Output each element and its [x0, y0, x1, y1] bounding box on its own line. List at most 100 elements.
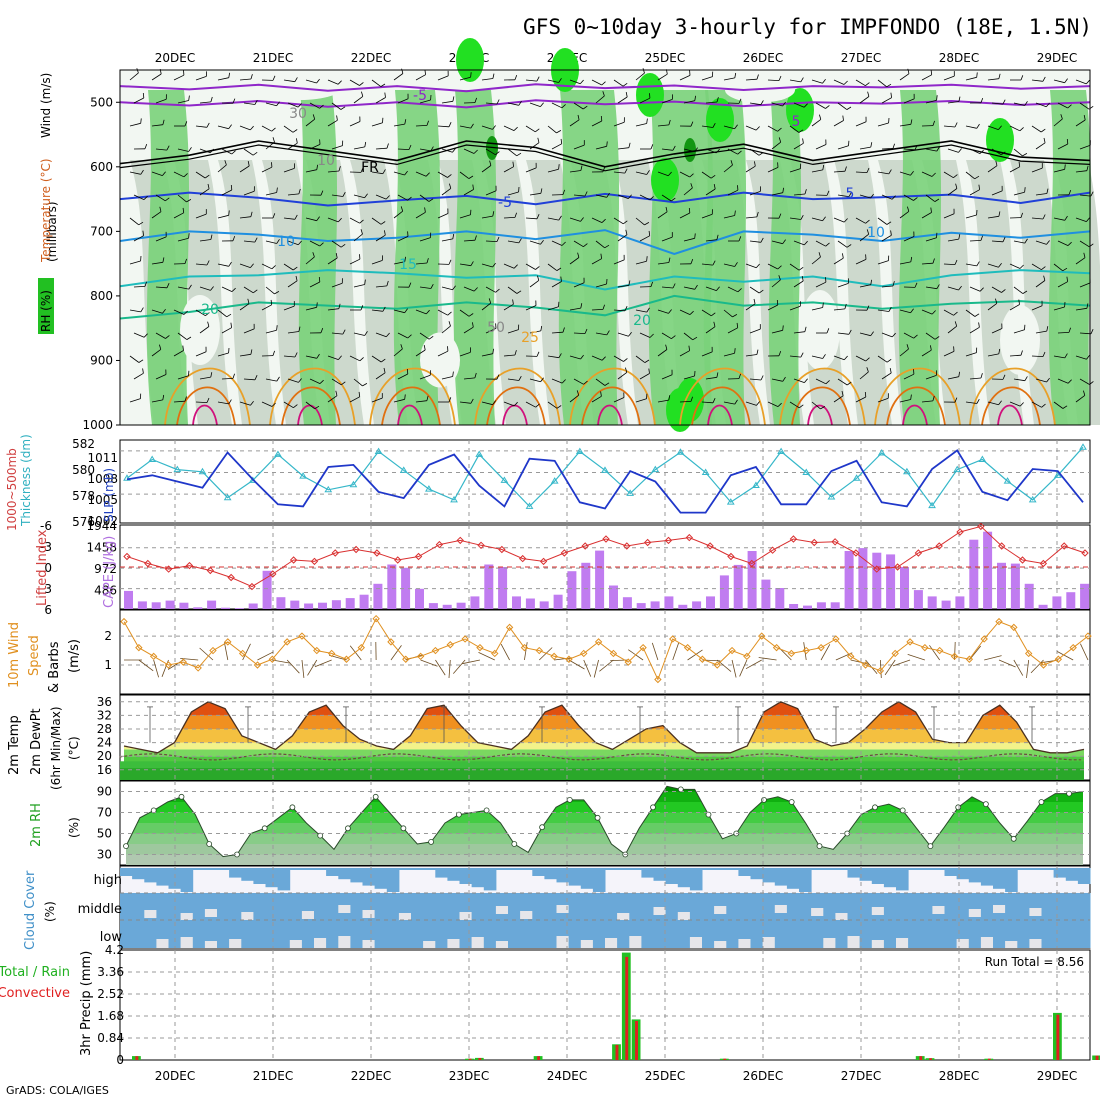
wind-barb-flag	[140, 118, 142, 124]
cape-bar	[498, 567, 508, 609]
wind10-marker	[268, 655, 277, 663]
cape-bar	[706, 596, 715, 609]
cloud-high	[750, 868, 764, 880]
wind-barb-flag	[980, 97, 984, 103]
wind-barb-flag	[295, 275, 298, 281]
cape-bar	[664, 596, 674, 609]
wind-barb	[243, 328, 255, 334]
li-marker	[727, 552, 735, 561]
cape-bar	[913, 590, 923, 609]
cloud-low	[241, 920, 254, 948]
wind-barb-flag	[760, 237, 764, 243]
warm-contour	[691, 386, 751, 426]
wind-barb	[947, 101, 959, 104]
cloud-high	[289, 868, 303, 870]
wind-barb-flag	[650, 281, 653, 287]
wind-barb-flag	[364, 193, 368, 199]
wind-barb	[947, 286, 959, 291]
wind-barb	[349, 217, 360, 224]
cloud-middle	[386, 893, 400, 920]
wind-barb-flag	[247, 161, 250, 167]
wind-barb-flag	[514, 74, 518, 80]
wind-barb	[613, 259, 625, 265]
wind-barb	[1075, 217, 1087, 222]
li-marker	[185, 561, 194, 570]
wind-barb-flag	[907, 206, 910, 212]
li-marker	[269, 570, 277, 578]
wind-barb	[837, 332, 849, 335]
wind10-marker	[772, 643, 781, 652]
wind-barb	[173, 350, 184, 357]
wind-barb	[327, 395, 338, 403]
wind-barb	[613, 217, 624, 225]
contour-label: 25	[521, 330, 539, 346]
li-marker	[352, 545, 360, 554]
precip-tick: 3.36	[97, 965, 124, 979]
wind-barb-flag	[998, 73, 1001, 79]
cloud-middle	[132, 893, 145, 920]
wind-barb	[925, 194, 936, 202]
wind-barb-flag	[426, 258, 429, 264]
wind-barb	[1013, 286, 1024, 294]
wind-barb	[239, 78, 252, 81]
wind-barb-flag	[298, 378, 302, 383]
wind-barb	[1035, 280, 1046, 288]
wind-barb	[415, 74, 426, 81]
wind-barb	[1079, 378, 1090, 385]
wind-barb	[1057, 143, 1068, 150]
cloud-low-gap	[605, 938, 618, 948]
wind-barb-flag	[1083, 390, 1086, 396]
upper-unit-label: (millibars)	[45, 201, 59, 262]
cloud-middle	[192, 893, 206, 920]
precip-convective-bar	[723, 1058, 727, 1060]
wind10-barb	[1080, 643, 1089, 661]
wind-barb-flag	[384, 230, 386, 236]
wind-barb	[485, 240, 498, 242]
cape-bar	[290, 600, 300, 609]
wind-barb-flag	[271, 265, 276, 270]
wind-barb	[375, 372, 386, 380]
wind-barb	[749, 191, 761, 196]
wind-barb-flag	[668, 395, 671, 401]
thickness-tick: 582	[72, 437, 95, 451]
wind-barb	[155, 236, 167, 242]
wind-barb	[657, 349, 668, 357]
wind-barb-flag	[448, 321, 451, 327]
cloud-middle-gap	[968, 909, 982, 917]
wind-barb	[327, 119, 338, 127]
wind-barb	[969, 326, 980, 334]
cape-bar	[650, 601, 660, 609]
wind-barb	[195, 76, 207, 81]
cape-bar	[844, 551, 854, 609]
wind-barb-flag	[1086, 355, 1090, 360]
wind-barb-flag	[404, 170, 408, 176]
wind-barb	[987, 263, 999, 268]
wind-barb	[595, 283, 607, 288]
cloud-low	[326, 920, 339, 948]
wind10-barb	[257, 651, 274, 661]
wind-barb-flag	[292, 129, 298, 133]
wind-barb-flag	[364, 331, 368, 336]
wind10-barb	[929, 645, 941, 661]
wind-barb-flag	[535, 128, 540, 133]
cloud-middle	[568, 893, 582, 920]
wind-barb	[815, 281, 827, 288]
wind-barb-flag	[210, 286, 214, 291]
wind-barb	[331, 145, 343, 150]
wind10-marker	[935, 646, 944, 655]
wind10-marker	[342, 655, 351, 663]
wind-barb	[811, 401, 821, 410]
wind-barb-flag	[516, 152, 522, 157]
wind-barb-flag	[624, 306, 628, 311]
wind-barb-flag	[648, 368, 650, 374]
wind-barb-flag	[297, 103, 302, 108]
cloud-middle-gap	[653, 907, 667, 915]
wind-barb	[459, 401, 471, 404]
wind-barb-flag	[271, 402, 276, 407]
wind-barb-flag	[1018, 299, 1020, 305]
warm-contour	[679, 367, 766, 426]
rh-marker	[261, 825, 268, 832]
wind-barb	[437, 75, 449, 81]
temp-label-4: (°C)	[67, 736, 81, 760]
